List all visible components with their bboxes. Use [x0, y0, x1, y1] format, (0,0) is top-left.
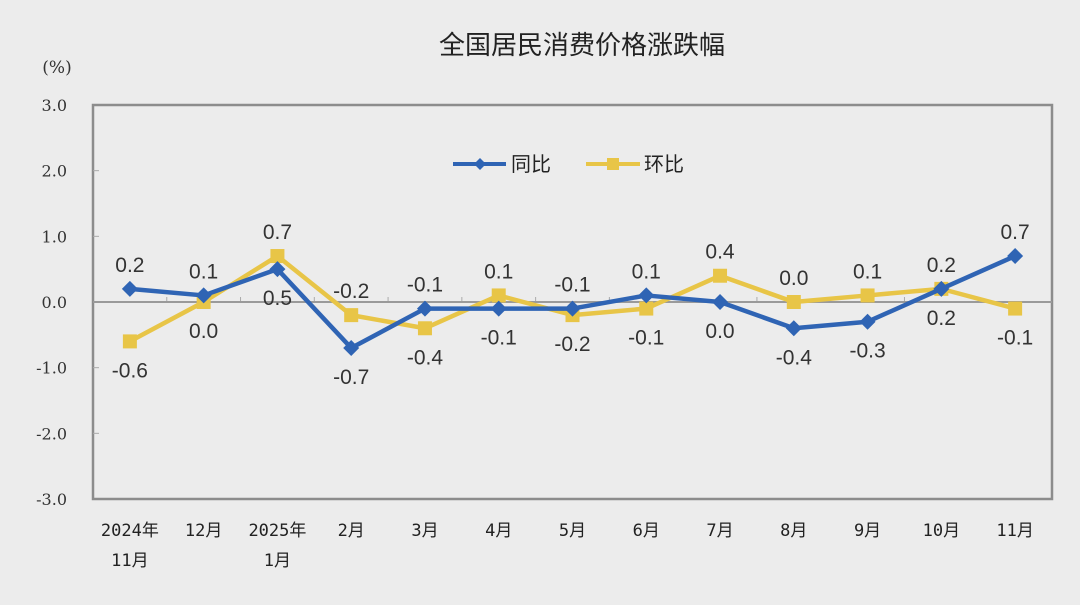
y-tick-label: -2.0: [36, 424, 67, 443]
legend-mom-label: 环比: [644, 152, 684, 176]
data-label: -0.2: [333, 280, 369, 303]
data-label: 0.0: [779, 267, 808, 290]
data-label: -0.4: [776, 346, 813, 369]
y-tick-label: 1.0: [42, 227, 67, 246]
x-tick-label: 5月: [559, 521, 586, 541]
diamond-marker-icon[interactable]: [343, 339, 360, 356]
data-label: 0.2: [115, 254, 144, 277]
x-tick-label: 7月: [706, 521, 733, 541]
data-labels: 0.2 0.1 0.5 -0.7 -0.1 -0.1 -0.1 0.1 0.0 -0.4 -0.3 0…: [112, 221, 1033, 389]
x-tick-label: 3月: [411, 521, 438, 541]
data-label: -0.4: [407, 346, 444, 369]
square-marker-icon[interactable]: [122, 334, 137, 349]
data-label: -0.1: [481, 327, 517, 350]
square-marker-icon[interactable]: [344, 308, 359, 323]
data-label: 0.0: [705, 320, 734, 343]
x-tick-label: 9月: [854, 521, 881, 541]
square-marker-icon[interactable]: [491, 288, 506, 303]
diamond-marker-icon[interactable]: [269, 261, 286, 278]
square-marker-icon[interactable]: [860, 288, 875, 303]
x-tick-label: 1月: [264, 551, 291, 571]
diamond-marker-icon[interactable]: [564, 300, 581, 317]
data-label: -0.1: [628, 327, 664, 350]
y-axis-ticks: 3.0 2.0 1.0 0.0 -1.0 -2.0 -3.0: [36, 96, 67, 509]
x-tick-label: 6月: [633, 521, 660, 541]
chart-title: 全国居民消费价格涨跌幅: [439, 31, 725, 61]
data-label: -0.7: [333, 366, 369, 389]
x-tick-label: 2月: [338, 521, 365, 541]
square-marker-icon[interactable]: [417, 321, 432, 336]
data-label: -0.1: [997, 327, 1033, 350]
data-label: 0.7: [263, 221, 292, 244]
data-label: -0.6: [112, 359, 148, 382]
data-label: 0.2: [927, 307, 956, 330]
y-tick-label: -1.0: [36, 359, 67, 378]
data-label: 0.1: [189, 260, 218, 283]
x-tick-label: 2024年: [101, 521, 159, 541]
diamond-marker-icon[interactable]: [195, 287, 212, 304]
legend-yoy-label: 同比: [511, 152, 551, 176]
x-tick-label: 11月: [111, 551, 148, 571]
legend-item-mom[interactable]: 环比: [586, 152, 684, 176]
data-label: 0.1: [632, 260, 661, 283]
data-label: -0.3: [849, 340, 885, 363]
data-label: -0.1: [554, 274, 590, 297]
square-marker-icon[interactable]: [713, 268, 728, 283]
diamond-marker-icon[interactable]: [416, 300, 433, 317]
y-tick-label: 3.0: [42, 96, 67, 115]
diamond-marker-icon[interactable]: [785, 320, 802, 337]
data-label: 0.7: [1001, 221, 1030, 244]
y-tick-label: -3.0: [36, 490, 67, 509]
data-label: 0.5: [263, 287, 292, 310]
legend: 同比 环比: [453, 152, 684, 176]
y-tick-label: 2.0: [42, 162, 67, 181]
x-tick-label: 4月: [485, 521, 512, 541]
x-tick-label: 12月: [185, 521, 222, 541]
diamond-marker-icon[interactable]: [859, 313, 876, 330]
diamond-marker-icon[interactable]: [490, 300, 507, 317]
diamond-marker-icon[interactable]: [933, 280, 950, 297]
square-marker-icon: [607, 158, 619, 170]
data-label: 0.4: [705, 241, 735, 264]
data-label: -0.2: [554, 333, 590, 356]
y-axis-unit: (%): [42, 58, 71, 78]
data-label: 0.1: [484, 260, 513, 283]
diamond-marker-icon[interactable]: [121, 280, 138, 297]
square-marker-icon[interactable]: [639, 301, 654, 316]
data-label: 0.0: [189, 320, 218, 343]
diamond-marker-icon: [474, 158, 486, 170]
x-axis-labels: 2024年 11月 12月 2025年 1月 2月 3月 4月 5月 6月 7月 8月 9月 10月 11月: [101, 521, 1034, 571]
square-marker-icon[interactable]: [786, 295, 801, 309]
x-tick-label: 11月: [996, 521, 1033, 541]
data-label: 0.2: [927, 254, 956, 277]
diamond-marker-icon[interactable]: [638, 287, 655, 304]
x-tick-label: 8月: [780, 521, 807, 541]
x-tick-label: 10月: [923, 521, 960, 541]
data-label: -0.1: [407, 274, 443, 297]
series-yoy-line: [121, 248, 1024, 356]
y-tick-label: 0.0: [42, 293, 67, 312]
square-marker-icon[interactable]: [270, 249, 285, 264]
diamond-marker-icon[interactable]: [1007, 248, 1024, 265]
square-marker-icon[interactable]: [1008, 301, 1023, 316]
x-tick-label: 2025年: [248, 521, 306, 541]
legend-item-yoy[interactable]: 同比: [453, 152, 551, 176]
diamond-marker-icon[interactable]: [712, 294, 729, 310]
data-label: 0.1: [853, 260, 882, 283]
